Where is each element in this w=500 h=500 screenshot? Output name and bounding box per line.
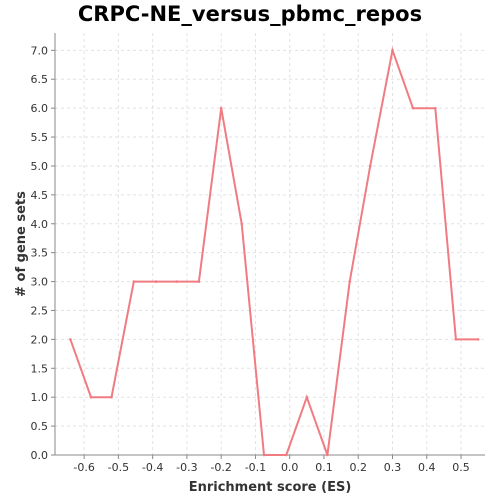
data-point: [476, 338, 480, 341]
y-tick-label: 3.0: [31, 276, 49, 289]
y-axis-title: # of gene sets: [14, 191, 29, 297]
data-point: [348, 280, 351, 283]
y-tick-label: 0.5: [31, 420, 49, 433]
x-tick-label: 0.0: [281, 461, 299, 474]
y-tick-label: 7.0: [31, 44, 49, 57]
x-tick-label: -0.1: [245, 461, 266, 474]
data-point: [434, 106, 437, 110]
data-point: [240, 222, 244, 226]
data-point: [368, 164, 372, 168]
x-tick-label: 0.5: [452, 461, 470, 474]
x-tick-label: -0.4: [142, 461, 163, 474]
y-tick-label: 3.5: [31, 247, 49, 260]
data-point: [262, 453, 266, 457]
y-tick-label: 1.5: [31, 362, 49, 375]
data-point: [411, 106, 415, 110]
x-tick-label: -0.5: [108, 461, 129, 474]
axes: 0.0 0.5 1.0 1.5 2.0 2.5 3.0 3.5 4.0 4.5 5.0 5.5 6.0 6…: [31, 33, 485, 474]
x-tick-label: 0.2: [349, 461, 367, 474]
y-tick-label: 2.0: [31, 333, 49, 346]
data-point: [175, 280, 178, 283]
y-tick-label: 6.0: [31, 102, 49, 115]
series-layer: [69, 46, 480, 457]
data-point: [154, 280, 158, 283]
x-tick-label: -0.6: [73, 461, 94, 474]
data-point: [454, 338, 458, 341]
data-point: [219, 106, 223, 110]
y-tick-label: 0.0: [31, 449, 49, 462]
data-point: [132, 280, 136, 283]
data-point: [305, 395, 309, 399]
x-tick-label: 0.1: [315, 461, 333, 474]
x-tick-label: 0.4: [418, 461, 436, 474]
data-point: [197, 280, 201, 283]
series-line: [69, 46, 479, 456]
x-tick-label: -0.3: [176, 461, 197, 474]
y-tick-label: 5.5: [31, 131, 49, 144]
x-tick-label: -0.2: [210, 461, 231, 474]
data-point: [89, 395, 93, 399]
y-tick-label: 2.5: [31, 304, 49, 317]
y-tick-label: 5.0: [31, 160, 49, 173]
x-tick-label: 0.3: [384, 461, 402, 474]
data-point: [284, 453, 288, 457]
plot-area: [55, 33, 485, 455]
data-point: [110, 395, 113, 399]
x-axis-title: Enrichment score (ES): [189, 480, 352, 495]
y-tick-label: 4.5: [31, 189, 49, 202]
y-tick-label: 6.5: [31, 73, 49, 86]
y-tick-label: 4.0: [31, 218, 49, 231]
grid: [55, 33, 485, 456]
chart-title: CRPC-NE_versus_pbmc_repos: [77, 2, 423, 26]
data-point: [391, 49, 394, 52]
y-tick-label: 1.0: [31, 391, 49, 404]
data-point: [326, 453, 329, 457]
data-point: [69, 338, 72, 341]
